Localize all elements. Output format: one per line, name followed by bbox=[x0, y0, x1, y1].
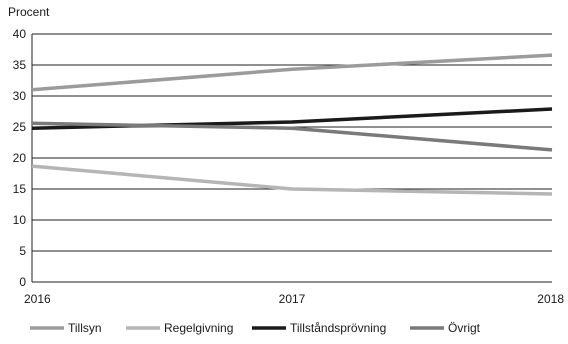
gridlines bbox=[32, 33, 552, 283]
series-line-regelgivning bbox=[31, 164, 553, 196]
y-tick-35: 35 bbox=[13, 58, 27, 72]
legend-label-regelgivning: Regelgivning bbox=[164, 321, 233, 335]
series-line-tillsyn bbox=[31, 53, 553, 92]
legend-label-tillsyn: Tillsyn bbox=[68, 321, 102, 335]
x-tick-2016: 2016 bbox=[24, 292, 51, 306]
legend-label-övrigt: Övrigt bbox=[448, 321, 481, 335]
series-lines bbox=[31, 53, 553, 196]
x-tick-2017: 2017 bbox=[279, 292, 306, 306]
y-tick-5: 5 bbox=[19, 244, 26, 258]
series-line-övrigt bbox=[31, 121, 553, 152]
y-tick-30: 30 bbox=[13, 89, 27, 103]
legend-label-tillståndsprövning: Tillståndsprövning bbox=[290, 321, 386, 335]
x-tick-2018: 2018 bbox=[537, 292, 564, 306]
y-tick-0: 0 bbox=[19, 275, 26, 289]
y-tick-15: 15 bbox=[13, 182, 27, 196]
legend: Tillsyn Regelgivning Tillståndsprövning Övr… bbox=[30, 321, 481, 335]
y-axis-label: Procent bbox=[8, 5, 50, 19]
y-tick-40: 40 bbox=[13, 27, 27, 41]
y-tick-20: 20 bbox=[13, 151, 27, 165]
y-tick-10: 10 bbox=[13, 213, 27, 227]
y-tick-labels: 0 5 10 15 20 25 30 35 40 bbox=[13, 27, 27, 289]
y-tick-25: 25 bbox=[13, 120, 27, 134]
x-tick-labels: 2016 2017 2018 bbox=[24, 292, 564, 306]
